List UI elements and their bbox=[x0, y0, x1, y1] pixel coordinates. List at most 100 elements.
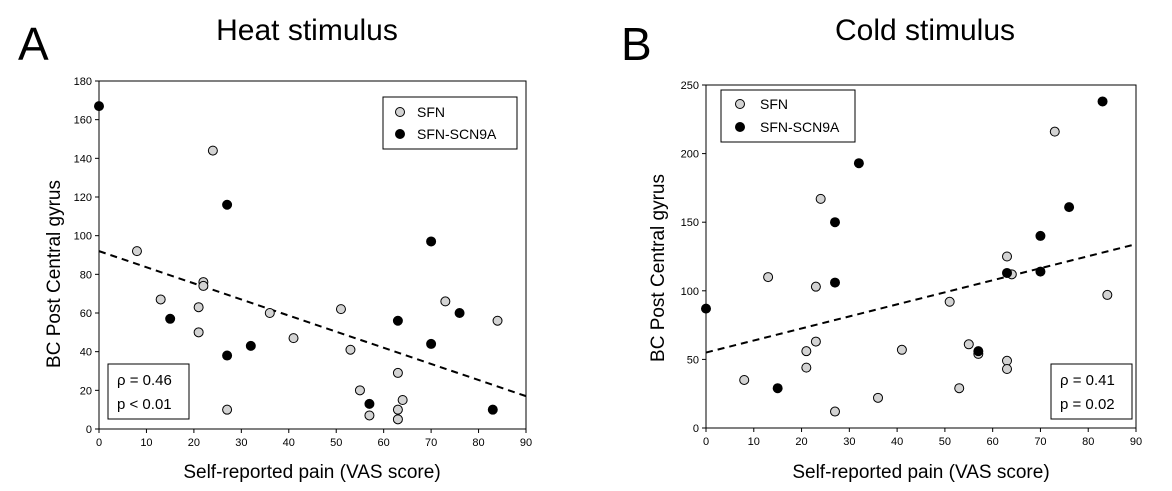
y-tick-label: 250 bbox=[681, 80, 699, 92]
stats-box-frame bbox=[1050, 363, 1133, 420]
point-sfn-scn9a bbox=[830, 277, 840, 288]
y-tick-label: 60 bbox=[80, 308, 92, 320]
stat-p-value: p < 0.01 bbox=[117, 396, 172, 413]
legend-box bbox=[382, 96, 518, 150]
point-sfn-scn9a bbox=[772, 383, 783, 394]
point-sfn-scn9a bbox=[487, 404, 498, 415]
point-sfn bbox=[193, 327, 204, 338]
legend: SFN SFN-SCN9A bbox=[382, 96, 518, 150]
legend-marker-sfn-scn9a bbox=[735, 122, 745, 132]
y-axis-label: BC Post Central gyrus bbox=[648, 174, 669, 362]
x-tick-label: 90 bbox=[520, 437, 532, 449]
point-sfn bbox=[222, 404, 233, 415]
x-tick-label: 60 bbox=[378, 437, 390, 449]
point-sfn-scn9a bbox=[1064, 202, 1075, 213]
data-points bbox=[94, 101, 503, 425]
stats-box: ρ = 0.41 p = 0.02 bbox=[1050, 363, 1133, 420]
point-sfn bbox=[392, 367, 403, 378]
point-sfn-scn9a bbox=[426, 236, 437, 247]
chart-title: Heat stimulus bbox=[216, 14, 398, 47]
x-tick-label: 20 bbox=[188, 437, 200, 449]
stats-box: ρ = 0.46 p < 0.01 bbox=[107, 363, 190, 420]
point-sfn bbox=[739, 374, 750, 385]
x-tick-label: 50 bbox=[330, 437, 342, 449]
stat-p-value: p = 0.02 bbox=[1060, 396, 1115, 413]
trendline bbox=[705, 243, 1137, 354]
point-sfn bbox=[1049, 126, 1060, 137]
point-sfn bbox=[944, 296, 955, 307]
point-sfn-scn9a bbox=[1002, 267, 1012, 278]
point-sfn-scn9a bbox=[830, 217, 840, 228]
point-sfn bbox=[335, 304, 346, 315]
chart-title: Cold stimulus bbox=[835, 14, 1015, 47]
point-sfn bbox=[440, 296, 451, 307]
panel-a: A Heat stimulus BC Post Central gyrus Se… bbox=[18, 14, 532, 483]
x-tick-label: 80 bbox=[472, 437, 484, 449]
y-tick-label: 140 bbox=[74, 153, 92, 165]
point-sfn-scn9a bbox=[165, 313, 176, 324]
x-tick-label: 70 bbox=[1034, 436, 1046, 448]
point-sfn bbox=[963, 339, 974, 350]
x-tick-label: 50 bbox=[939, 436, 951, 448]
point-sfn bbox=[896, 344, 907, 355]
point-sfn-scn9a bbox=[454, 308, 465, 318]
y-axis: 0 20 40 60 80 100 120 140 160 180 bbox=[74, 76, 99, 436]
point-sfn bbox=[810, 336, 821, 347]
point-sfn bbox=[830, 406, 840, 417]
point-sfn bbox=[288, 333, 299, 344]
stat-rho: ρ = 0.41 bbox=[1060, 372, 1115, 389]
x-tick-label: 20 bbox=[795, 436, 807, 448]
y-tick-label: 40 bbox=[80, 347, 92, 359]
point-sfn-scn9a bbox=[392, 315, 403, 326]
panel-letter: B bbox=[621, 18, 652, 70]
y-tick-label: 180 bbox=[74, 76, 92, 88]
y-tick-label: 100 bbox=[74, 231, 92, 243]
point-sfn bbox=[801, 346, 812, 357]
y-tick-label: 120 bbox=[74, 192, 92, 204]
legend: SFN SFN-SCN9A bbox=[720, 89, 856, 143]
plot-frame bbox=[705, 84, 1137, 429]
point-sfn bbox=[193, 302, 204, 313]
x-tick-label: 80 bbox=[1082, 436, 1094, 448]
y-axis: 0 50 100 150 200 250 bbox=[681, 80, 706, 435]
point-sfn-scn9a bbox=[364, 398, 375, 409]
legend-marker-sfn bbox=[395, 107, 405, 117]
data-points bbox=[701, 96, 1113, 417]
y-tick-label: 20 bbox=[80, 385, 92, 397]
legend-label-sfn-scn9a: SFN-SCN9A bbox=[417, 126, 497, 142]
point-sfn-scn9a bbox=[973, 346, 984, 357]
x-axis: 0 10 20 30 40 50 60 70 80 90 bbox=[96, 429, 532, 449]
point-sfn bbox=[345, 344, 356, 355]
legend-box bbox=[720, 89, 856, 143]
stat-rho: ρ = 0.46 bbox=[117, 372, 172, 389]
x-tick-label: 0 bbox=[703, 436, 709, 448]
x-axis-label: Self-reported pain (VAS score) bbox=[183, 462, 440, 483]
y-tick-label: 0 bbox=[693, 423, 699, 435]
point-sfn bbox=[1102, 289, 1113, 300]
point-sfn bbox=[392, 404, 403, 415]
legend-marker-sfn-scn9a bbox=[395, 129, 405, 139]
point-sfn-scn9a bbox=[1035, 266, 1046, 277]
point-sfn-scn9a bbox=[1097, 96, 1108, 107]
y-tick-label: 150 bbox=[681, 217, 699, 229]
point-sfn-scn9a bbox=[222, 350, 233, 361]
stats-box-frame bbox=[107, 363, 190, 420]
point-sfn bbox=[264, 308, 275, 318]
point-sfn bbox=[397, 395, 408, 405]
x-tick-label: 30 bbox=[843, 436, 855, 448]
legend-label-sfn: SFN bbox=[760, 96, 788, 112]
point-sfn bbox=[810, 281, 821, 292]
y-tick-label: 100 bbox=[681, 286, 699, 298]
trendline bbox=[98, 250, 527, 398]
x-tick-label: 40 bbox=[891, 436, 903, 448]
point-sfn bbox=[207, 145, 218, 156]
point-sfn bbox=[801, 362, 812, 373]
y-axis-label: BC Post Central gyrus bbox=[44, 180, 65, 368]
legend-label-sfn: SFN bbox=[417, 104, 445, 120]
x-axis: 0 10 20 30 40 50 60 70 80 90 bbox=[703, 428, 1142, 448]
point-sfn-scn9a bbox=[222, 199, 233, 210]
point-sfn-scn9a bbox=[1035, 230, 1046, 241]
point-sfn bbox=[492, 315, 503, 326]
x-tick-label: 40 bbox=[283, 437, 295, 449]
